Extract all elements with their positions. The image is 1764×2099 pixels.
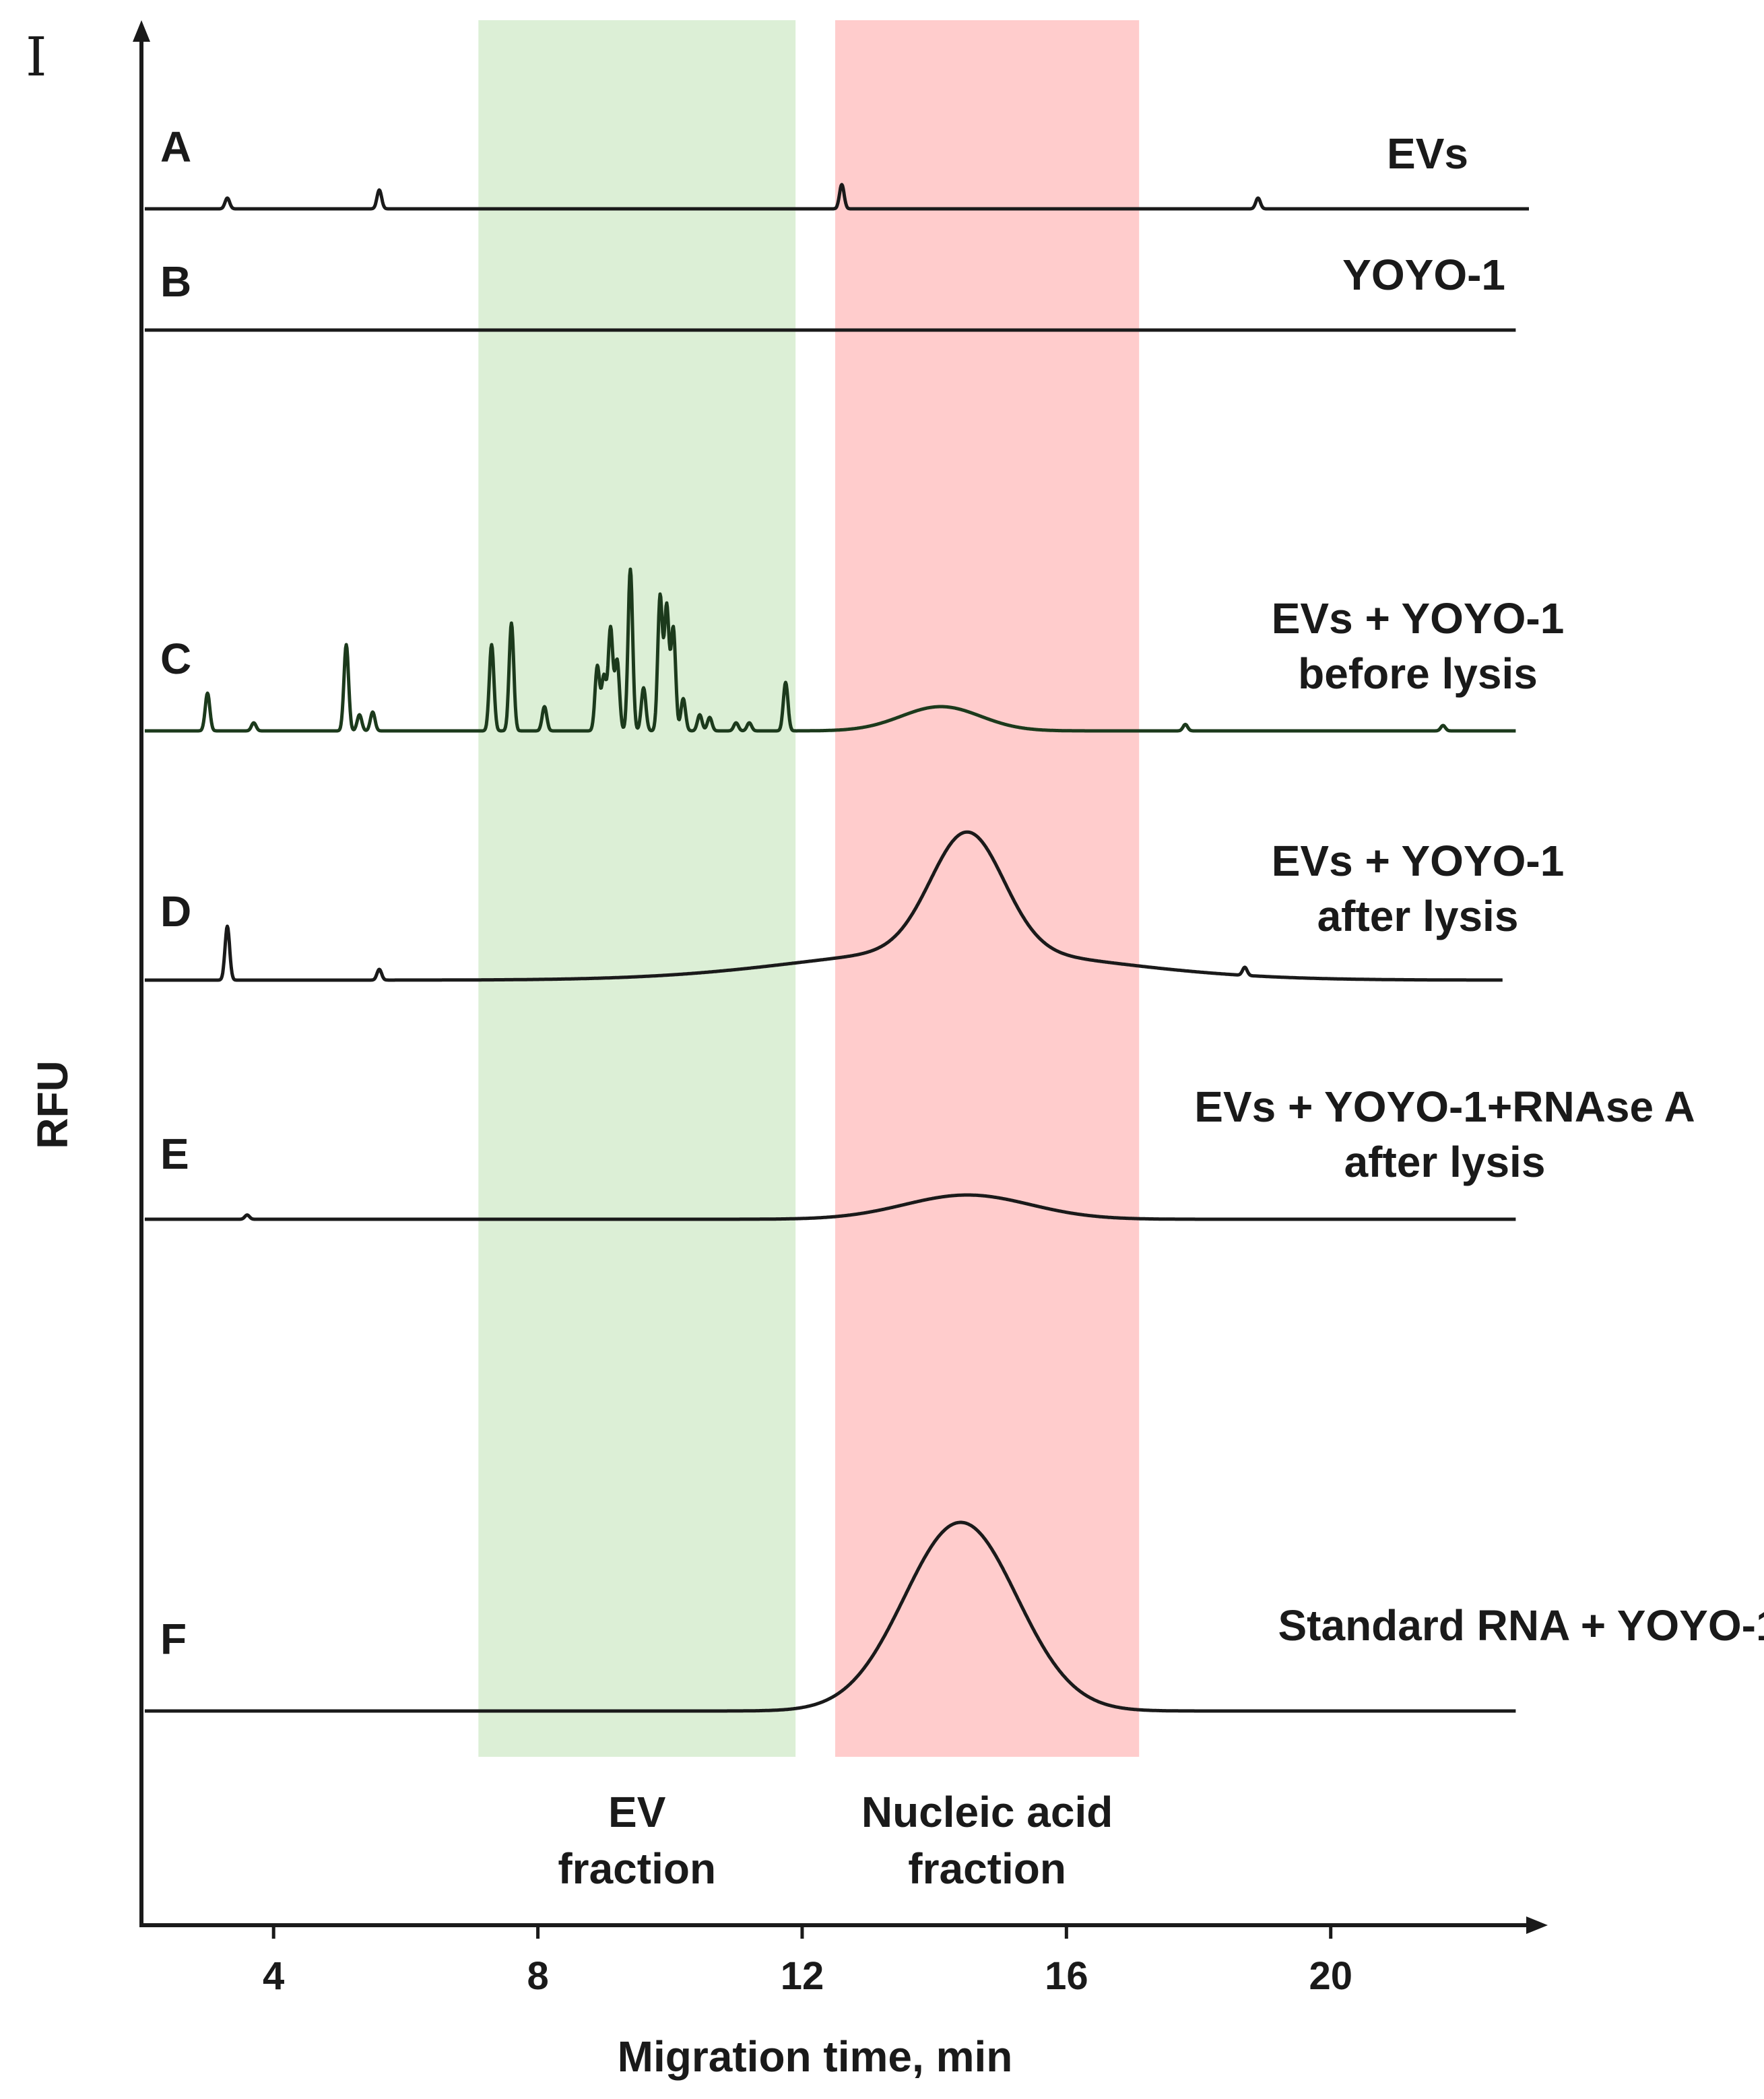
trace-letter-c: C [160, 635, 191, 683]
trace-name-c: EVs + YOYO-1 [1272, 594, 1565, 643]
nucleic-acid-fraction-band [835, 20, 1140, 1757]
trace-name-d: EVs + YOYO-1 [1272, 837, 1565, 885]
trace-name-a: EVs [1387, 129, 1468, 178]
x-tick-label: 8 [527, 1954, 548, 1998]
trace-letter-e: E [160, 1130, 189, 1178]
trace-c [143, 567, 1517, 733]
trace-name-d: after lysis [1317, 892, 1519, 940]
x-tick-label: 12 [781, 1954, 824, 1998]
trace-name-c: before lysis [1298, 649, 1538, 698]
ev-fraction-band [478, 20, 796, 1757]
trace-name-e: after lysis [1344, 1138, 1546, 1186]
trace-letter-f: F [160, 1615, 187, 1663]
ev-fraction-label: EV [608, 1788, 666, 1836]
trace-letter-b: B [160, 257, 191, 306]
trace-labels: A EVs B YOYO-1 C EVs + YOYO-1 before lysis D EVs… [160, 123, 1764, 1663]
trace-a [143, 183, 1530, 211]
trace-name-f: Standard RNA + YOYO-1 [1278, 1601, 1764, 1650]
x-tick-label: 4 [263, 1954, 284, 1998]
trace-letter-d: D [160, 887, 191, 936]
ev-fraction-label: fraction [558, 1844, 716, 1893]
trace-d [143, 830, 1504, 982]
fraction-regions: EV fraction Nucleic acid fraction [478, 20, 1140, 1893]
x-axis-arrow [1526, 1916, 1548, 1934]
trace-f [143, 1520, 1517, 1713]
x-tick-label: 16 [1045, 1954, 1088, 1998]
panel-label: I [26, 26, 47, 88]
y-axis-title: RFU [28, 1060, 77, 1149]
trace-name-b: YOYO-1 [1342, 251, 1505, 299]
trace-letter-a: A [160, 123, 191, 171]
nucleic-acid-fraction-label: fraction [908, 1844, 1066, 1893]
x-axis-title: Migration time, min [618, 2032, 1013, 2081]
x-tick-label: 20 [1309, 1954, 1352, 1998]
electropherogram-traces [143, 183, 1530, 1713]
trace-e [143, 1193, 1517, 1221]
y-axis-arrow [133, 20, 150, 42]
axes [133, 20, 1548, 1934]
x-ticks: 4 8 12 16 20 [263, 1925, 1352, 1998]
nucleic-acid-fraction-label: Nucleic acid [861, 1788, 1113, 1836]
trace-name-e: EVs + YOYO-1+RNAse A [1194, 1083, 1695, 1131]
